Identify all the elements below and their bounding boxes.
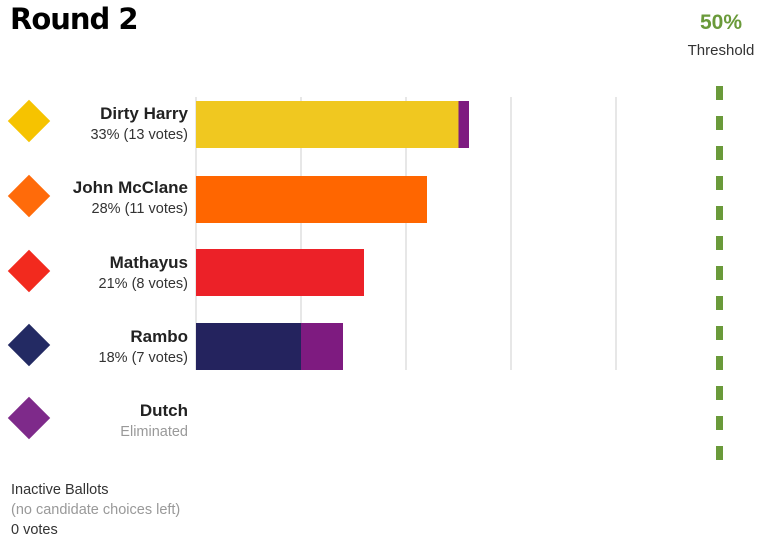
candidate-name: John McClane — [72, 178, 188, 197]
candidate-name: Dutch — [139, 401, 188, 420]
candidate-status: 28% (11 votes) — [91, 201, 188, 217]
bar-transfer-dirty-harry — [458, 101, 469, 148]
candidate-name: Dirty Harry — [100, 104, 188, 123]
bar-mathayus — [196, 249, 364, 296]
candidate-status: 18% (7 votes) — [98, 350, 188, 366]
threshold-percent: 50% — [699, 11, 743, 34]
inactive-ballots-note: (no candidate choices left) — [11, 502, 181, 518]
threshold-line — [716, 86, 723, 462]
inactive-ballots-votes: 0 votes — [11, 522, 58, 538]
candidate-status: Eliminated — [120, 424, 188, 440]
threshold-label: Threshold — [687, 42, 755, 59]
inactive-ballots-title: Inactive Ballots — [11, 482, 109, 498]
round-title: Round 2 — [10, 2, 139, 36]
bar-dirty-harry — [196, 101, 459, 148]
bar-rambo — [196, 323, 301, 370]
candidate-name: Mathayus — [109, 253, 188, 272]
bar-transfer-rambo — [301, 323, 343, 370]
candidate-status: 33% (13 votes) — [90, 127, 188, 143]
candidate-status: 21% (8 votes) — [98, 276, 188, 292]
bar-john-mcclane — [196, 176, 427, 223]
candidate-name: Rambo — [130, 327, 188, 346]
